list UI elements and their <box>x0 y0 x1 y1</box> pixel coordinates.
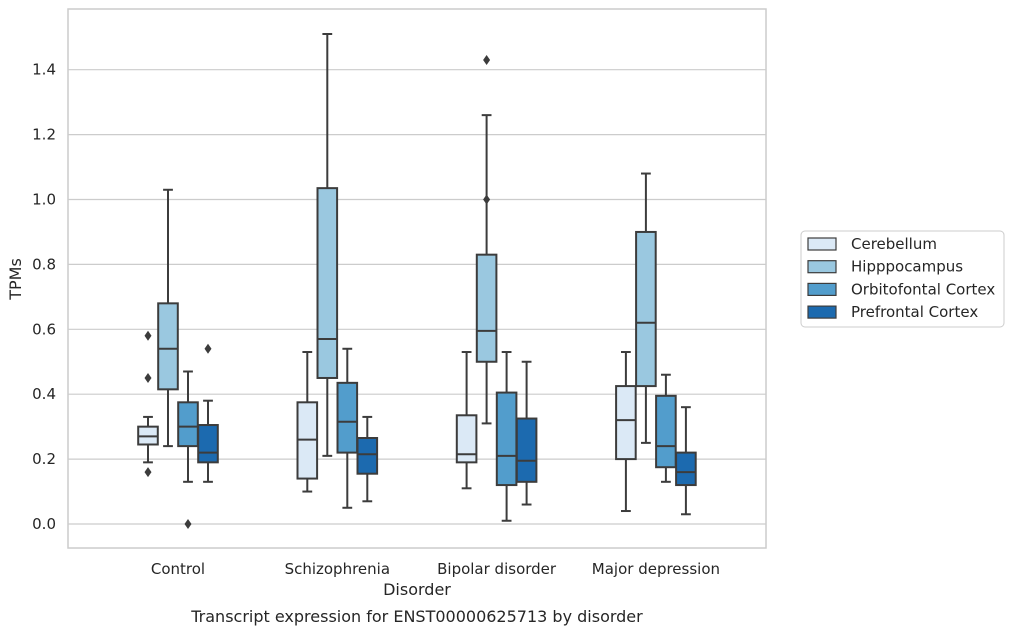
outlier-point <box>184 519 192 529</box>
outlier-point <box>144 330 152 341</box>
chart-caption: Transcript expression for ENST0000062571… <box>190 607 643 626</box>
x-tick-labels: Control Schizophrenia Bipolar disorder Majo… <box>151 560 720 578</box>
box <box>356 437 379 475</box>
box <box>635 230 657 388</box>
y-tick-label: 0.4 <box>32 385 56 403</box>
box <box>197 424 219 464</box>
x-tick-label: Control <box>151 560 205 578</box>
legend-label: Cerebellum <box>851 235 937 253</box>
box <box>515 417 538 483</box>
x-tick-label: Major depression <box>592 560 720 578</box>
outlier-point <box>483 194 491 205</box>
box <box>615 385 637 461</box>
box <box>475 253 498 363</box>
legend-swatch <box>807 305 837 319</box>
box <box>675 451 697 487</box>
y-tick-label: 1.0 <box>32 191 56 209</box>
plot-frame <box>67 8 767 549</box>
y-tick-label: 1.2 <box>32 126 56 144</box>
box <box>495 391 518 487</box>
box <box>655 394 677 469</box>
outlier-point <box>483 54 491 65</box>
legend-frame <box>800 230 1005 328</box>
box <box>316 187 339 379</box>
legend-swatch <box>807 282 837 296</box>
box <box>455 414 478 464</box>
legend-label: Prefrontal Cortex <box>851 303 978 321</box>
y-tick-labels: 0.0 0.2 0.4 0.6 0.8 1.0 1.2 1.4 <box>32 61 56 533</box>
legend-label: Orbitofontal Cortex <box>851 280 995 298</box>
y-tick-label: 0.0 <box>32 515 56 533</box>
box <box>157 302 179 391</box>
grid-lines <box>68 69 766 525</box>
box <box>177 401 199 448</box>
outlier-point <box>144 372 152 383</box>
legend: Cerebellum Hipppocampus Orbitofontal Corte… <box>800 230 1005 328</box>
box <box>336 381 359 454</box>
x-tick-label: Schizophrenia <box>285 560 390 578</box>
outlier-point <box>204 343 212 354</box>
outlier-point <box>144 467 152 478</box>
legend-swatch <box>807 237 837 251</box>
legend-swatch <box>807 260 837 274</box>
y-axis-label: TPMs <box>6 258 25 301</box>
box-series-group <box>137 33 697 529</box>
y-tick-label: 1.4 <box>32 61 56 79</box>
x-axis-label: Disorder <box>383 580 451 599</box>
x-tick-label: Bipolar disorder <box>437 560 557 578</box>
legend-label: Hipppocampus <box>851 258 963 276</box>
y-tick-label: 0.6 <box>32 320 56 338</box>
y-tick-label: 0.8 <box>32 255 56 273</box>
y-tick-label: 0.2 <box>32 450 56 468</box>
